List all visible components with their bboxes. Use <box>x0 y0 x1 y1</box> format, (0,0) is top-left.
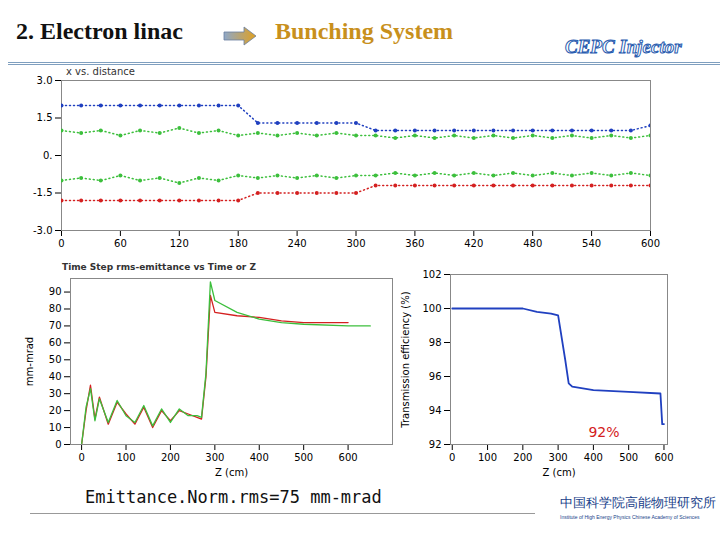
svg-text:540: 540 <box>582 238 601 249</box>
svg-text:200: 200 <box>513 452 532 463</box>
svg-text:300: 300 <box>346 238 365 249</box>
svg-text:Z (cm): Z (cm) <box>215 467 248 478</box>
svg-text:500: 500 <box>294 452 313 463</box>
html-text:Institute of High Energy Physi: Institute of High Energy Physics Chinese… <box>560 514 700 520</box>
svg-text:100: 100 <box>422 303 441 314</box>
svg-text:0: 0 <box>78 452 84 463</box>
html-text:Time Step rms-emittance vs Tim: Time Step rms-emittance vs Time or Z <box>62 262 256 272</box>
svg-text:80: 80 <box>49 303 62 314</box>
svg-text:Z (cm): Z (cm) <box>542 467 575 478</box>
html-text:Emittance.Norm.rms=75 mm-mrad: Emittance.Norm.rms=75 mm-mrad <box>85 487 382 507</box>
svg-text:50: 50 <box>49 354 62 365</box>
html-text:2. Electron linac: 2. Electron linac <box>16 18 183 44</box>
svg-text:600: 600 <box>654 452 673 463</box>
svg-text:100: 100 <box>478 452 497 463</box>
svg-text:100: 100 <box>116 452 135 463</box>
svg-text:0: 0 <box>58 238 64 249</box>
svg-text:-1.5: -1.5 <box>33 187 53 198</box>
svg-text:360: 360 <box>405 238 424 249</box>
svg-text:70: 70 <box>49 320 62 331</box>
svg-text:420: 420 <box>464 238 483 249</box>
svg-text:200: 200 <box>161 452 180 463</box>
svg-text:120: 120 <box>170 238 189 249</box>
svg-text:102: 102 <box>422 269 441 280</box>
svg-text:mm-mrad: mm-mrad <box>24 337 35 386</box>
svg-text:98: 98 <box>429 337 442 348</box>
html-text:Bunching System: Bunching System <box>275 18 453 44</box>
svg-text:92%: 92% <box>588 424 619 440</box>
svg-text:0.: 0. <box>43 150 53 161</box>
html-text:中国科学院高能物理研究所: 中国科学院高能物理研究所 <box>560 495 716 510</box>
svg-text:90: 90 <box>49 286 62 297</box>
svg-text:0: 0 <box>55 439 61 450</box>
svg-text:240: 240 <box>288 238 307 249</box>
svg-text:300: 300 <box>549 452 568 463</box>
svg-text:480: 480 <box>523 238 542 249</box>
svg-text:20: 20 <box>49 405 62 416</box>
svg-text:0: 0 <box>449 452 455 463</box>
svg-text:3.0: 3.0 <box>37 75 53 86</box>
svg-text:-3.0: -3.0 <box>33 225 53 236</box>
svg-text:600: 600 <box>641 238 660 249</box>
html-text:x vs. distance: x vs. distance <box>66 66 135 77</box>
svg-text:400: 400 <box>584 452 603 463</box>
svg-text:30: 30 <box>49 388 62 399</box>
svg-text:96: 96 <box>429 371 442 382</box>
svg-text:Transmission efficiency (%): Transmission efficiency (%) <box>400 291 411 428</box>
svg-text:300: 300 <box>205 452 224 463</box>
svg-text:94: 94 <box>429 405 442 416</box>
html-text:CEPC Injector: CEPC Injector <box>565 36 682 57</box>
svg-text:1.5: 1.5 <box>37 112 53 123</box>
svg-text:10: 10 <box>49 422 62 433</box>
svg-text:60: 60 <box>114 238 127 249</box>
svg-text:60: 60 <box>49 337 62 348</box>
svg-text:500: 500 <box>619 452 638 463</box>
svg-text:180: 180 <box>229 238 248 249</box>
svg-text:92: 92 <box>429 439 442 450</box>
svg-text:400: 400 <box>250 452 269 463</box>
svg-text:40: 40 <box>49 371 62 382</box>
svg-text:600: 600 <box>339 452 358 463</box>
